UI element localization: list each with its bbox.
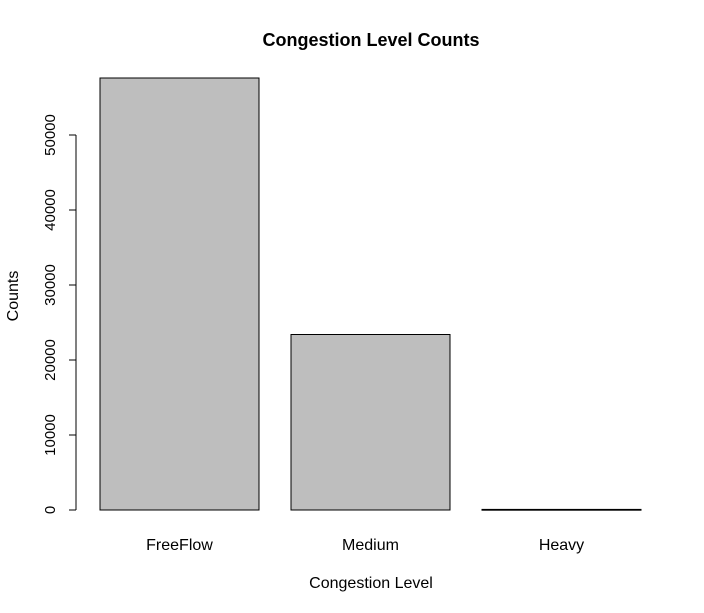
x-category-labels: FreeFlow Medium Heavy xyxy=(146,537,584,554)
x-tick-label: Heavy xyxy=(539,537,584,554)
y-tick-label: 10000 xyxy=(42,414,59,456)
y-tick-label: 40000 xyxy=(42,189,59,231)
bar-medium xyxy=(290,334,451,511)
y-axis: 0 10000 20000 30000 40000 50000 xyxy=(42,114,77,514)
x-tick-label: Medium xyxy=(342,537,399,554)
y-tick-label: 0 xyxy=(42,506,59,514)
bar-heavy xyxy=(481,508,642,511)
y-axis-label: Counts xyxy=(5,271,22,322)
bars xyxy=(99,77,642,511)
x-axis-label: Congestion Level xyxy=(309,575,433,592)
y-tick-label: 20000 xyxy=(42,339,59,381)
chart-title: Congestion Level Counts xyxy=(262,30,479,50)
y-tick-label: 30000 xyxy=(42,264,59,306)
y-tick-label: 50000 xyxy=(42,114,59,156)
bar-freeflow xyxy=(99,77,260,511)
x-tick-label: FreeFlow xyxy=(146,537,213,554)
